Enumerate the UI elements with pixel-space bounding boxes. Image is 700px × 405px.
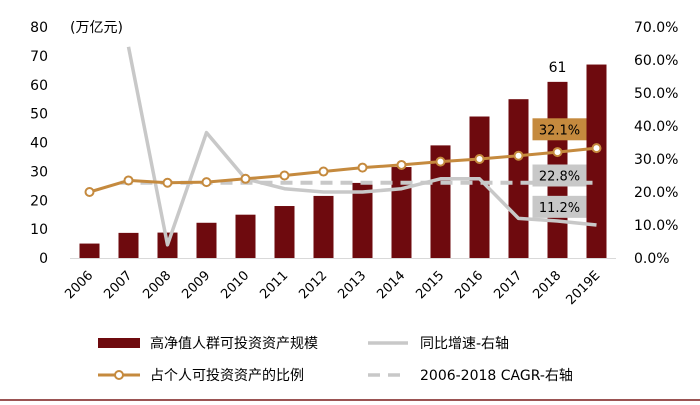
- legend-swatch-bar: [98, 338, 140, 348]
- bar: [586, 64, 607, 258]
- bar: [79, 243, 100, 258]
- callout-box: [532, 118, 587, 141]
- left-tick-label: 10: [30, 222, 48, 238]
- right-tick-label: 60.0%: [634, 53, 678, 69]
- right-tick-label: 40.0%: [634, 119, 678, 135]
- callout-label: 22.8%: [539, 170, 580, 185]
- x-axis: 2006 2007 2008 2009 2010 2011 2012 2013 2014 2015…: [62, 268, 603, 308]
- growth-rate-line: [126, 46, 597, 247]
- data-labels: 61: [549, 60, 567, 76]
- right-tick-label: 30.0%: [634, 152, 678, 168]
- left-tick-label: 70: [30, 49, 48, 65]
- x-tick-label: 2014: [374, 268, 408, 302]
- legend-label: 2006-2018 CAGR-右轴: [420, 368, 573, 384]
- x-tick-label: 2011: [257, 268, 291, 302]
- callout-box: [532, 164, 587, 187]
- legend-label: 占个人可投资资产的比例: [150, 368, 304, 384]
- ratio-marker: [435, 156, 446, 167]
- x-tick-label: 2010: [218, 268, 252, 302]
- bar: [508, 99, 529, 258]
- x-tick-label: 2018: [530, 268, 564, 302]
- callout-label: 32.1%: [539, 123, 580, 138]
- bar: [235, 214, 256, 258]
- ratio-marker: [240, 173, 251, 184]
- bar: [313, 195, 334, 258]
- ratio-marker: [513, 150, 524, 161]
- callouts: 32.1% 22.8% 11.2%: [532, 118, 587, 218]
- ratio-marker: [318, 166, 329, 177]
- line-series: [84, 46, 602, 247]
- ratio-marker: [396, 159, 407, 170]
- x-tick-label: 2013: [335, 268, 369, 302]
- legend-swatch-marker: [114, 370, 124, 380]
- ratio-line: [89, 146, 597, 194]
- unit-label: (万亿元): [70, 20, 123, 36]
- left-tick-label: 50: [30, 107, 48, 123]
- ratio-marker: [357, 162, 368, 173]
- callout-box: [532, 195, 587, 218]
- right-tick-label: 70.0%: [634, 20, 678, 36]
- right-tick-label: 10.0%: [634, 218, 678, 234]
- ratio-marker: [84, 187, 95, 197]
- callout-label: 11.2%: [539, 201, 580, 216]
- right-tick-label: 0.0%: [634, 251, 670, 267]
- left-tick-label: 80: [30, 20, 48, 36]
- bar: [196, 222, 217, 258]
- x-tick-label: 2015: [413, 268, 447, 302]
- left-tick-label: 20: [30, 193, 48, 209]
- bar-data-label: 61: [549, 60, 567, 76]
- x-tick-label: 2008: [140, 268, 174, 302]
- ratio-marker: [201, 177, 212, 188]
- bar: [391, 167, 412, 258]
- ratio-marker: [591, 143, 602, 154]
- x-tick-label: 2016: [452, 268, 486, 302]
- ratio-marker: [552, 147, 563, 158]
- x-tick-label: 2006: [62, 268, 96, 302]
- bar: [274, 206, 295, 258]
- bar: [430, 145, 451, 258]
- right-tick-label: 50.0%: [634, 86, 678, 102]
- ratio-marker: [474, 154, 485, 164]
- bar-series: [79, 64, 607, 258]
- bar: [469, 116, 490, 258]
- x-tick-label: 2012: [296, 268, 330, 302]
- left-axis: 0 10 20 30 40 50 60 70 80: [30, 20, 48, 267]
- legend-label: 同比增速-右轴: [420, 336, 509, 352]
- x-tick-label: 2007: [101, 268, 135, 302]
- left-tick-label: 30: [30, 164, 48, 180]
- left-tick-label: 40: [30, 136, 48, 152]
- x-tick-label: 2017: [491, 268, 525, 302]
- right-axis: 0.0% 10.0% 20.0% 30.0% 40.0% 50.0% 60.0% 70.0%: [634, 20, 678, 267]
- bar: [352, 182, 373, 258]
- ratio-marker: [123, 175, 134, 186]
- x-tick-label: 2019E: [564, 268, 604, 308]
- x-tick-label: 2009: [179, 268, 213, 302]
- ratio-marker: [162, 177, 173, 188]
- legend-label: 高净值人群可投资资产规模: [150, 335, 318, 352]
- left-tick-label: 60: [30, 78, 48, 94]
- left-tick-label: 0: [39, 251, 48, 267]
- bar: [118, 232, 139, 258]
- right-tick-label: 20.0%: [634, 185, 678, 201]
- ratio-marker: [279, 170, 290, 181]
